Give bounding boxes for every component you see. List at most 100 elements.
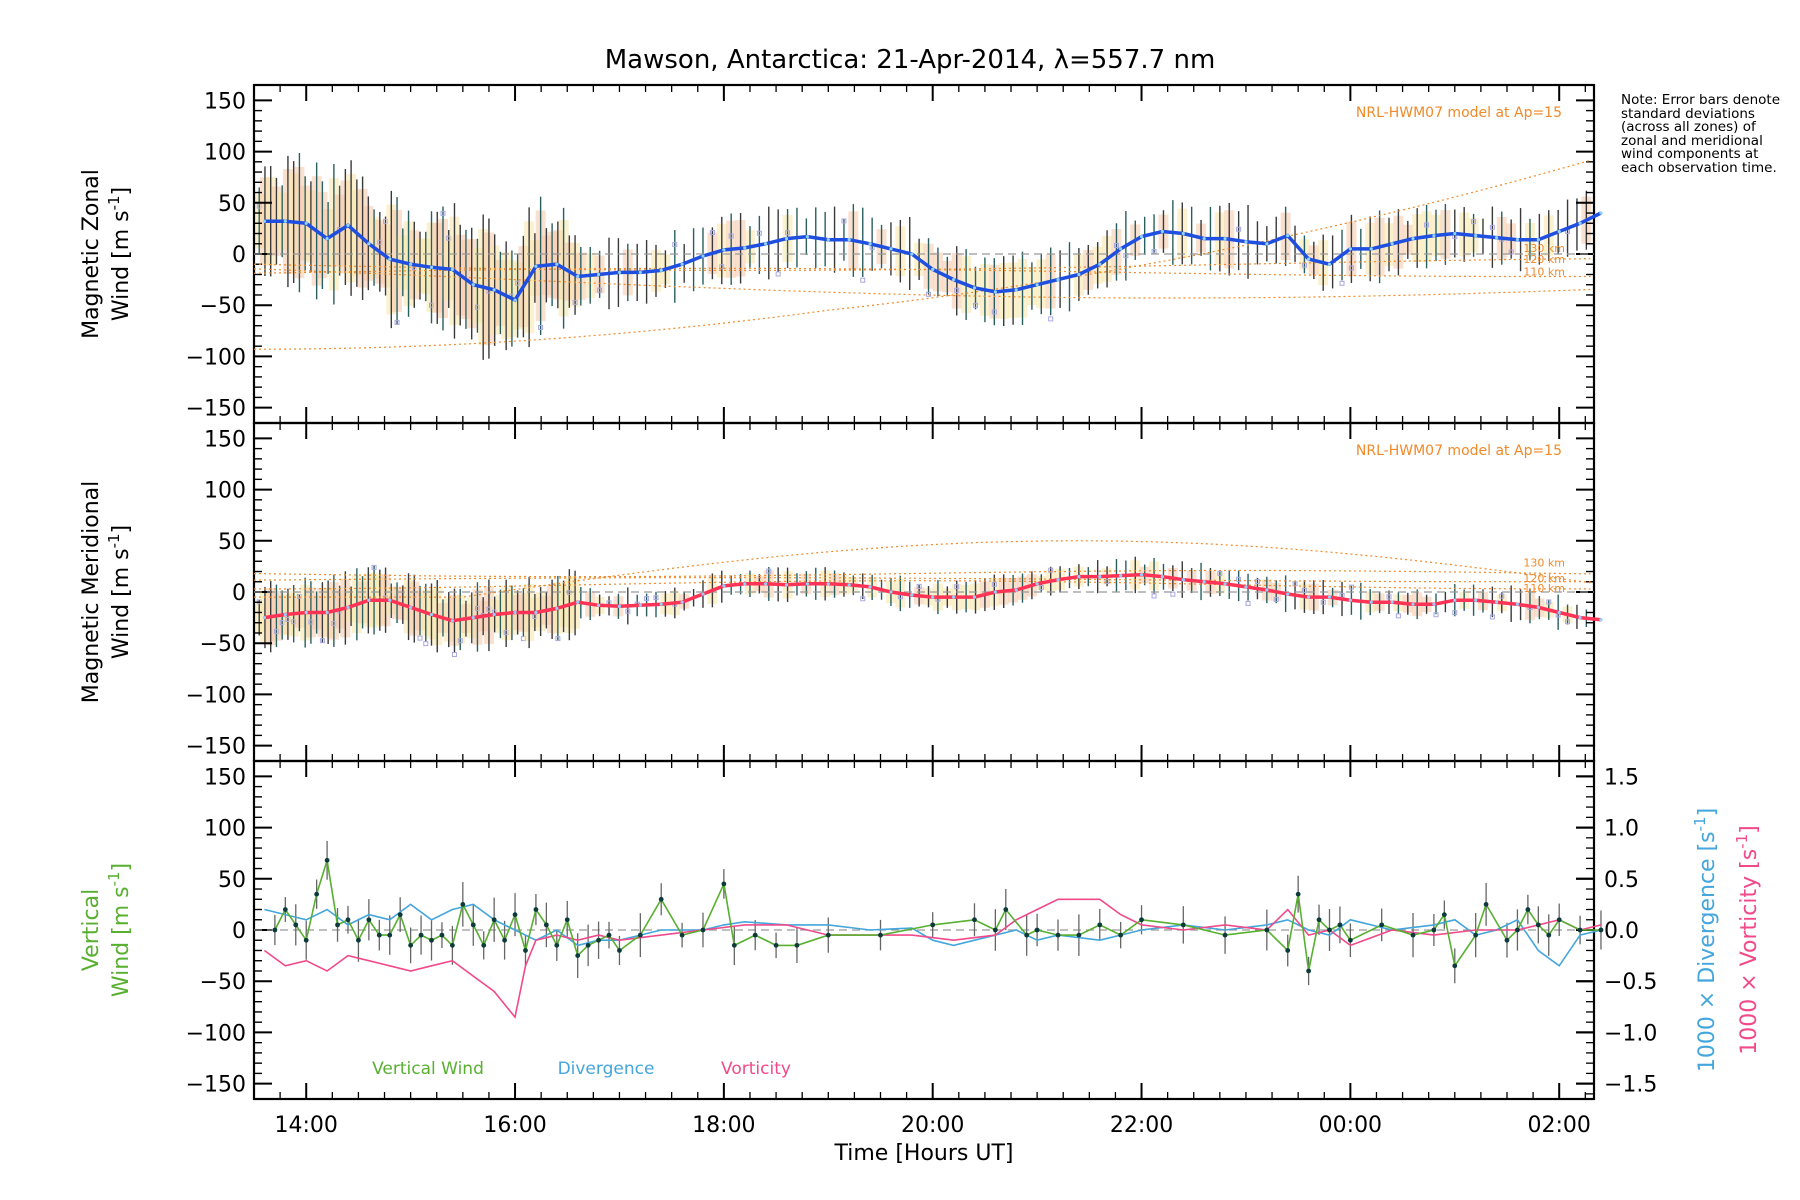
model-curve-1 [253, 577, 1591, 583]
wind-point [409, 605, 413, 609]
wind-point [1411, 602, 1415, 606]
y-tick-label: 0 [232, 919, 246, 944]
vertical-wind-point [387, 932, 393, 938]
wind-point [1494, 600, 1499, 604]
vertical-wind-point [1535, 922, 1541, 928]
zone-point [1038, 585, 1044, 591]
wind-point [492, 612, 496, 617]
wind-point [1536, 238, 1540, 242]
vertical-wind-point [773, 942, 779, 948]
zone-point [916, 583, 922, 589]
y-tick-label: 150 [204, 427, 246, 452]
wind-point [388, 257, 392, 261]
zone-point [1170, 591, 1176, 597]
y-tick-label: 100 [204, 479, 246, 504]
zone-point [538, 324, 544, 330]
vertical-wind-point [1379, 922, 1385, 928]
y-tick-label: −50 [200, 294, 246, 319]
wind-point [513, 298, 517, 302]
zone-point [1113, 243, 1119, 249]
vertical-wind-point [700, 927, 706, 933]
wind-point [555, 606, 559, 610]
zone-point [653, 595, 659, 601]
wind-point [304, 610, 308, 615]
wind-point [429, 265, 434, 269]
vertical-wind-point [731, 942, 737, 948]
wind-point [1014, 288, 1018, 292]
wind-point [429, 612, 434, 617]
vertical-wind-point [293, 922, 299, 928]
vertical-wind-point [1598, 927, 1604, 933]
vertical-wind-point [512, 912, 518, 918]
y-tick-label: −50 [200, 970, 246, 995]
wind-point [1223, 582, 1227, 586]
zone-point [1489, 224, 1495, 230]
y-tick-label: 50 [218, 530, 246, 555]
wind-point [1515, 238, 1520, 242]
y-axis-label-line1: Magnetic Zonal [79, 169, 104, 339]
wind-point [826, 582, 830, 586]
y-tick-label: −150 [186, 397, 246, 422]
vertical-wind-point [1097, 922, 1103, 928]
vertical-wind-point [930, 922, 936, 928]
zone-point [555, 636, 561, 642]
wind-point [764, 582, 768, 586]
zone-point [991, 309, 997, 315]
zone-point [1254, 578, 1260, 584]
vertical-wind-point [1441, 912, 1447, 918]
wind-point [1077, 575, 1081, 579]
wind-point [1202, 237, 1206, 241]
chart-title: Mawson, Antarctica: 21-Apr-2014, λ=557.7… [605, 45, 1216, 75]
model-altitude-label: 120 km [1523, 572, 1565, 585]
wind-point [617, 604, 622, 608]
wind-point [1327, 262, 1332, 266]
wind-point [596, 603, 601, 607]
y-tick-label: 150 [204, 765, 246, 790]
wind-point [1327, 595, 1332, 599]
vertical-wind-point [637, 932, 643, 938]
zone-point [766, 568, 772, 574]
wind-point [1223, 237, 1227, 241]
wind-point [492, 288, 496, 292]
vertical-wind-point [1264, 927, 1270, 933]
y-tick-label: 100 [204, 141, 246, 166]
wind-point [1536, 605, 1540, 609]
zone-point [1245, 600, 1251, 606]
wind-point [596, 272, 601, 277]
model-altitude-label: 130 km [1523, 242, 1565, 255]
vertical-wind-point [752, 932, 758, 938]
vertical-wind-point [1003, 907, 1009, 912]
wind-point [701, 254, 705, 258]
wind-point [1599, 618, 1603, 622]
vertical-wind-point [878, 932, 883, 938]
divergence-axis-label: 1000 × Divergence [s-1] [1691, 808, 1720, 1072]
wind-point [367, 242, 371, 246]
zone-point [1048, 316, 1054, 322]
vertical-wind-point [1577, 927, 1583, 933]
vertical-wind-point [408, 942, 414, 948]
wind-point [680, 262, 684, 266]
vertical-wind-point [1076, 932, 1082, 938]
vertical-wind-point [585, 942, 591, 948]
label-part: ] [109, 863, 134, 872]
wind-point [993, 590, 997, 594]
y-tick-label: 100 [204, 817, 246, 842]
wind-point [743, 246, 747, 250]
zone-point [597, 287, 603, 293]
x-tick-label: 18:00 [692, 1113, 755, 1138]
wind-point [283, 219, 287, 223]
wind-point [576, 600, 580, 604]
vertical-wind-point [314, 891, 320, 897]
x-tick-label: 16:00 [483, 1113, 546, 1138]
wind-point [1139, 234, 1144, 239]
wind-point [1390, 242, 1394, 246]
wind-point [784, 583, 789, 587]
wind-point [993, 290, 997, 294]
vertical-wind-point [282, 907, 288, 912]
wind-point [638, 603, 642, 607]
model-label: NRL-HWM07 model at Ap=15 [1356, 105, 1562, 121]
wind-point [1160, 575, 1165, 579]
zone-point [860, 277, 866, 283]
zone-point [417, 635, 423, 641]
